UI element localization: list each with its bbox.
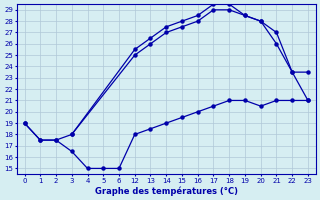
X-axis label: Graphe des températures (°C): Graphe des températures (°C): [95, 186, 238, 196]
